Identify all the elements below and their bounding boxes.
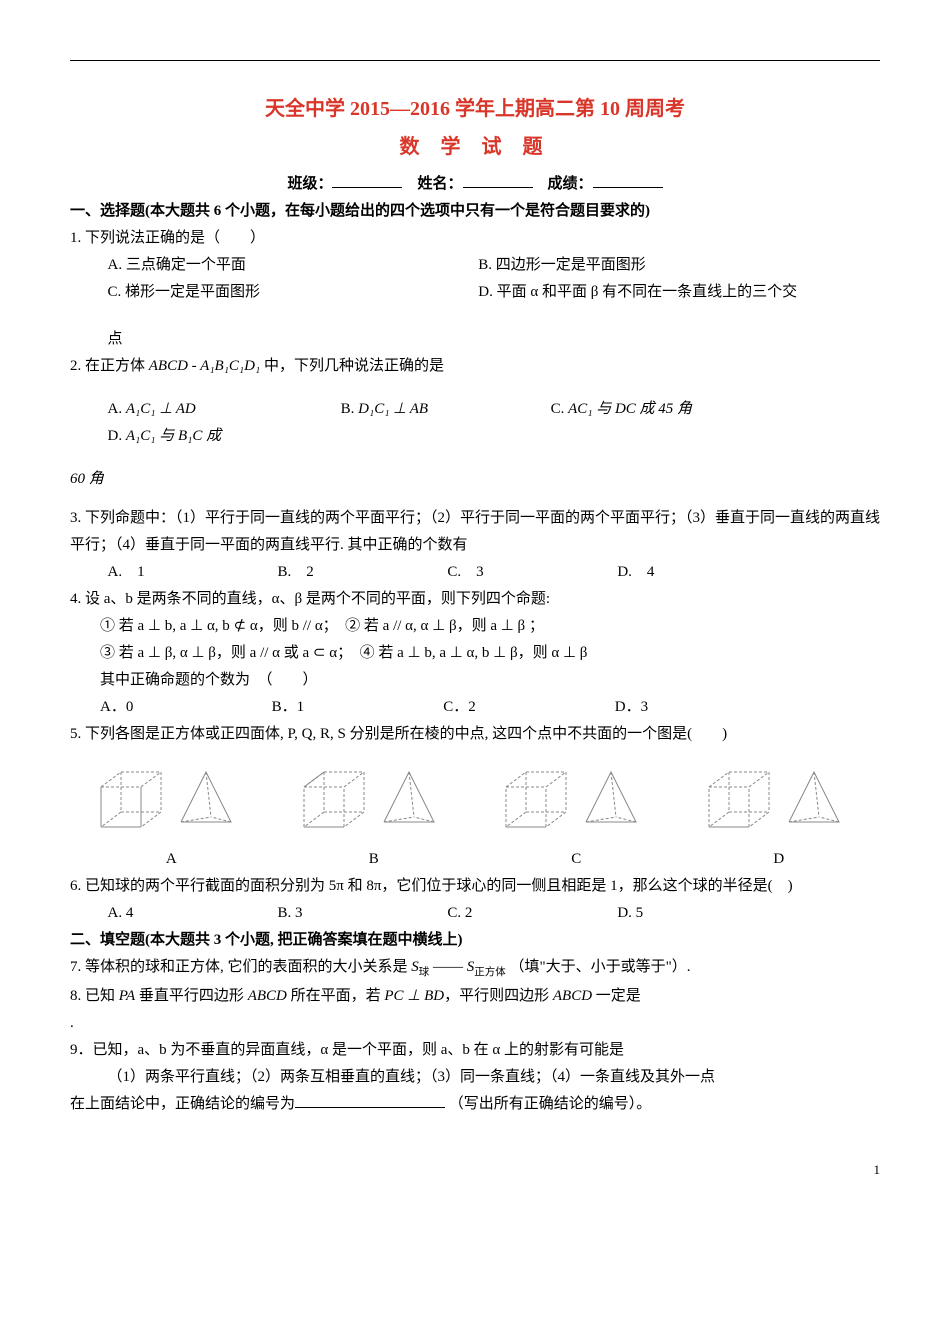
q2-opt-c: C. AC₁ 与 DC 成 45 角 bbox=[551, 396, 784, 423]
q8-tail: . bbox=[70, 1010, 880, 1037]
q4-opt-c: C．2 bbox=[443, 694, 615, 721]
q7: 7. 等体积的球和正方体, 它们的表面积的大小关系是 S球 —— S正方体 （填… bbox=[70, 954, 880, 983]
q6-opt-b: B. 3 bbox=[277, 900, 447, 927]
q4-l1: ① 若 a ⊥ b, a ⊥ α, b ⊄ α，则 b // α； ② 若 a … bbox=[70, 613, 880, 640]
q2-opt-b: B. D₁C₁ ⊥ AB bbox=[341, 396, 551, 423]
name-label: 姓名： bbox=[417, 176, 462, 192]
figure-a bbox=[96, 762, 246, 842]
q7-stem-a: 7. 等体积的球和正方体, 它们的表面积的大小关系是 bbox=[70, 959, 411, 975]
q5-label-d: D bbox=[704, 846, 854, 873]
q8-c: 所在平面，若 bbox=[287, 988, 385, 1004]
q2-d-math: A₁C₁ 与 B₁C 成 bbox=[126, 428, 221, 444]
q5-stem: 5. 下列各图是正方体或正四面体, P, Q, R, S 分别是所在棱的中点, … bbox=[70, 721, 880, 748]
q4-opt-b: B．1 bbox=[272, 694, 444, 721]
q5-label-a: A bbox=[96, 846, 246, 873]
q2-opt-a: A. A₁C₁ ⊥ AD bbox=[108, 396, 341, 423]
q4-stem: 4. 设 a、b 是两条不同的直线，α、β 是两个不同的平面，则下列四个命题: bbox=[70, 586, 880, 613]
q1-opt-a: A. 三点确定一个平面 bbox=[108, 252, 479, 279]
q1-options: A. 三点确定一个平面 B. 四边形一定是平面图形 C. 梯形一定是平面图形 D… bbox=[70, 252, 880, 306]
q3-options: A. 1 B. 2 C. 3 D. 4 bbox=[70, 559, 880, 586]
class-blank bbox=[332, 172, 402, 188]
q2-d-pre: D. bbox=[108, 428, 126, 444]
score-label: 成绩： bbox=[548, 176, 593, 192]
q2-a-math: A₁C₁ ⊥ AD bbox=[126, 401, 196, 417]
q9-l2b: （写出所有正确结论的编号）。 bbox=[449, 1096, 652, 1112]
q2-b-pre: B. bbox=[341, 401, 359, 417]
q6-opt-c: C. 2 bbox=[447, 900, 617, 927]
q2-opt-d-cont: 60 角 bbox=[70, 466, 880, 493]
q8-a: 8. 已知 bbox=[70, 988, 119, 1004]
q1-opt-d: D. 平面 α 和平面 β 有不同在一条直线上的三个交 bbox=[478, 279, 849, 306]
info-line: 班级： 姓名： 成绩： bbox=[70, 171, 880, 198]
figure-c bbox=[501, 762, 651, 842]
q9-l1: （1）两条平行直线；（2）两条互相垂直的直线；（3）同一条直线；（4）一条直线及… bbox=[70, 1064, 880, 1091]
q6-opt-a: A. 4 bbox=[108, 900, 278, 927]
q2-math: ABCD - A₁B₁C₁D₁ bbox=[149, 358, 260, 374]
q3-opt-d: D. 4 bbox=[617, 559, 787, 586]
q7-s1: S bbox=[411, 959, 419, 975]
figure-d bbox=[704, 762, 854, 842]
q2-stem-b: 中，下列几种说法正确的是 bbox=[260, 358, 444, 374]
section-2-heading: 二、填空题(本大题共 3 个小题, 把正确答案填在题中横线上) bbox=[70, 927, 880, 954]
q2-opt-d: D. A₁C₁ 与 B₁C 成 bbox=[108, 423, 303, 450]
q7-stem-b: （填"大于、小于或等于"）. bbox=[510, 959, 691, 975]
q6-stem: 6. 已知球的两个平行截面的面积分别为 5π 和 8π，它们位于球心的同一侧且相… bbox=[70, 873, 880, 900]
q9-l2a: 在上面结论中，正确结论的编号为 bbox=[70, 1096, 295, 1112]
q5-label-c: C bbox=[501, 846, 651, 873]
q1-stem: 1. 下列说法正确的是（ ） bbox=[70, 225, 880, 252]
q8-pcbd: PC ⊥ BD bbox=[384, 988, 444, 1004]
q6-options: A. 4 B. 3 C. 2 D. 5 bbox=[70, 900, 880, 927]
q8-d: ，平行则四边形 bbox=[444, 988, 553, 1004]
q3-opt-a: A. 1 bbox=[108, 559, 278, 586]
figure-b bbox=[299, 762, 449, 842]
q7-s1sub: 球 bbox=[419, 967, 430, 978]
q8-pa: PA bbox=[119, 988, 135, 1004]
score-blank bbox=[593, 172, 663, 188]
figures-row bbox=[70, 762, 880, 842]
q2-d-cont-math: 60 角 bbox=[70, 471, 104, 487]
q2-options: A. A₁C₁ ⊥ AD B. D₁C₁ ⊥ AB C. AC₁ 与 DC 成 … bbox=[70, 396, 880, 450]
q1-opt-c: C. 梯形一定是平面图形 bbox=[108, 279, 479, 306]
q4-opt-a: A．0 bbox=[100, 694, 272, 721]
q4-l2: ③ 若 a ⊥ β, α ⊥ β，则 a // α 或 a ⊂ α； ④ 若 a… bbox=[70, 640, 880, 667]
q8-abcd: ABCD bbox=[248, 988, 287, 1004]
q2-c-pre: C. bbox=[551, 401, 569, 417]
q1-opt-d-cont: 点 bbox=[70, 326, 880, 353]
q9-l2: 在上面结论中，正确结论的编号为 （写出所有正确结论的编号）。 bbox=[70, 1091, 880, 1118]
q8: 8. 已知 PA 垂直平行四边形 ABCD 所在平面，若 PC ⊥ BD，平行则… bbox=[70, 983, 880, 1010]
section-1-heading: 一、选择题(本大题共 6 个小题，在每小题给出的四个选项中只有一个是符合题目要求… bbox=[70, 198, 880, 225]
q8-b: 垂直平行四边形 bbox=[135, 988, 248, 1004]
q3-opt-c: C. 3 bbox=[447, 559, 617, 586]
q6-opt-d: D. 5 bbox=[617, 900, 787, 927]
q5-labels: A B C D bbox=[70, 846, 880, 873]
q1-opt-b: B. 四边形一定是平面图形 bbox=[478, 252, 849, 279]
q7-s2sub: 正方体 bbox=[474, 967, 506, 978]
q8-e: 一定是 bbox=[592, 988, 641, 1004]
q4-options: A．0 B．1 C．2 D．3 bbox=[70, 694, 880, 721]
name-blank bbox=[463, 172, 533, 188]
exam-subtitle: 数 学 试 题 bbox=[70, 129, 880, 165]
q2-b-math: D₁C₁ ⊥ AB bbox=[358, 401, 428, 417]
q2-a-pre: A. bbox=[108, 401, 126, 417]
q7-mid: —— bbox=[433, 959, 467, 975]
q4-opt-d: D．3 bbox=[615, 694, 787, 721]
q8-abcd2: ABCD bbox=[553, 988, 592, 1004]
q9-stem: 9．已知，a、b 为不垂直的异面直线，α 是一个平面，则 a、b 在 α 上的射… bbox=[70, 1037, 880, 1064]
q3-stem: 3. 下列命题中：（1）平行于同一直线的两个平面平行；（2）平行于同一平面的两个… bbox=[70, 505, 880, 559]
q3-opt-b: B. 2 bbox=[277, 559, 447, 586]
page-number: 1 bbox=[70, 1158, 880, 1181]
exam-title: 天全中学 2015—2016 学年上期高二第 10 周周考 bbox=[70, 91, 880, 127]
q5-label-b: B bbox=[299, 846, 449, 873]
q4-l3: 其中正确命题的个数为 （ ） bbox=[70, 667, 880, 694]
class-label: 班级： bbox=[287, 176, 332, 192]
q9-blank bbox=[295, 1107, 445, 1108]
q2-c-math: AC₁ 与 DC 成 45 角 bbox=[568, 401, 692, 417]
q2-stem-a: 2. 在正方体 bbox=[70, 358, 149, 374]
q2-stem: 2. 在正方体 ABCD - A₁B₁C₁D₁ 中，下列几种说法正确的是 bbox=[70, 353, 880, 380]
top-rule bbox=[70, 60, 880, 61]
